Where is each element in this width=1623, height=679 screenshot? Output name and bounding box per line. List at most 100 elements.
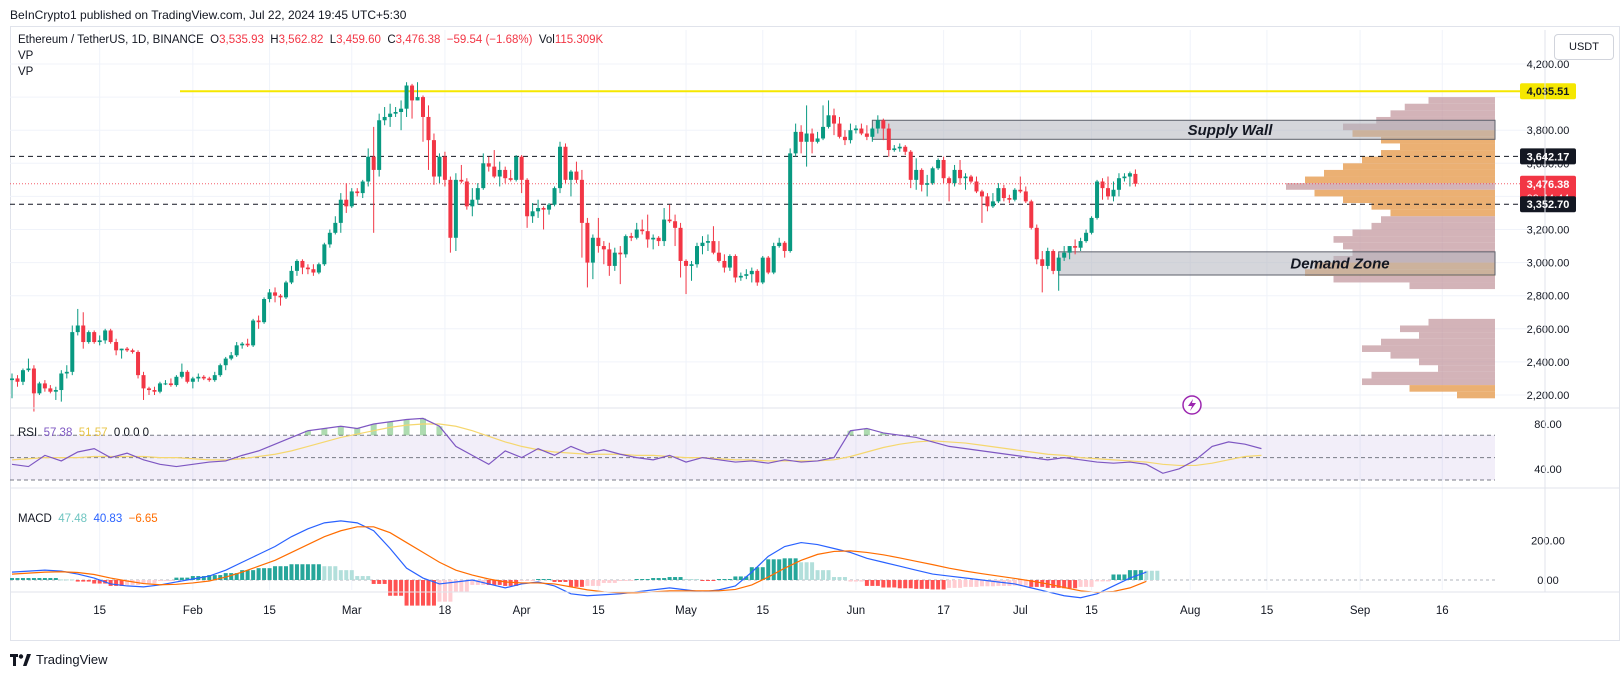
macd-histogram-bar <box>892 580 897 588</box>
macd-histogram-bar <box>311 564 316 580</box>
macd-histogram-bar <box>1144 570 1149 580</box>
rsi-line <box>11 417 1262 474</box>
candle-body <box>1116 178 1121 190</box>
candle-body <box>355 191 360 194</box>
macd-histogram-bar <box>15 578 20 580</box>
rsi-tick-label: 40.00 <box>1534 464 1562 476</box>
candle <box>1062 246 1067 261</box>
candle-body <box>366 156 371 182</box>
candle <box>618 246 623 285</box>
candle-body <box>684 260 689 266</box>
time-tick-label: 15 <box>756 605 769 617</box>
candle <box>837 116 842 139</box>
candle <box>705 234 710 252</box>
macd-histogram-bar <box>842 577 847 580</box>
candle-body <box>119 348 124 351</box>
candle-body <box>744 274 749 276</box>
macd-histogram-bar <box>1051 580 1056 588</box>
macd-histogram-bar <box>645 579 650 581</box>
vp-indicator-label-1[interactable]: VP <box>18 50 34 62</box>
macd-histogram-bar <box>20 578 25 580</box>
candle <box>826 100 831 129</box>
macd-histogram-bar <box>130 580 135 585</box>
volume-profile-row <box>1404 103 1495 111</box>
candle <box>486 156 491 172</box>
price-tag-text: 3,352.70 <box>1527 199 1570 211</box>
candle <box>667 204 672 223</box>
macd-histogram-bar <box>552 580 557 582</box>
candle <box>1078 237 1083 252</box>
candle-body <box>755 270 760 283</box>
candle-body <box>15 378 20 382</box>
macd-histogram-bar <box>201 576 206 580</box>
time-tick-label: Jun <box>847 605 866 617</box>
candle <box>97 335 102 346</box>
candle <box>1018 176 1023 194</box>
candle <box>431 133 436 185</box>
candle <box>119 348 124 359</box>
candle-body <box>958 169 963 179</box>
macd-histogram-bar <box>464 580 469 592</box>
candle-body <box>985 196 990 207</box>
candle-body <box>771 246 776 273</box>
candle-body <box>234 345 239 356</box>
candle <box>103 328 108 344</box>
macd-histogram-bar <box>278 566 283 580</box>
macd-histogram-bar <box>59 579 64 581</box>
price-tag-text: 3,476.38 <box>1527 179 1570 191</box>
candle-body <box>108 330 113 343</box>
candle-body <box>1062 252 1067 258</box>
candle-body <box>612 252 617 266</box>
tradingview-footer[interactable]: TradingView <box>10 652 108 667</box>
macd-histogram-bar <box>996 580 1001 586</box>
candle-body <box>448 179 453 238</box>
macd-histogram-bar <box>147 580 151 584</box>
macd-histogram-bar <box>979 580 984 587</box>
candle <box>503 166 508 184</box>
volume-profile-row <box>1362 378 1495 386</box>
candle <box>475 183 480 205</box>
candle <box>92 330 97 344</box>
currency-button[interactable]: USDT <box>1554 34 1614 60</box>
macd-histogram-bar <box>97 580 102 584</box>
candle-body <box>470 199 475 207</box>
macd-histogram-bar <box>305 564 310 580</box>
candle-body <box>503 169 508 179</box>
candle <box>20 368 25 386</box>
macd-histogram-bar <box>1106 580 1110 582</box>
macd-histogram-bar <box>1034 580 1039 587</box>
candle <box>782 241 787 258</box>
candle-body <box>218 365 223 376</box>
volume-profile-row <box>1333 236 1495 243</box>
price-tag-text: 3,642.17 <box>1527 151 1570 163</box>
candle-body <box>881 120 886 129</box>
candle <box>393 107 398 117</box>
lightning-icon[interactable] <box>1182 395 1202 415</box>
volume-profile-row <box>1352 229 1495 237</box>
candle-body <box>519 156 524 180</box>
price-tag: 3,352.70 <box>1520 196 1576 213</box>
lightning-icon-bolt <box>1188 399 1196 411</box>
rsi-pane <box>10 417 1495 481</box>
candle-body <box>897 146 902 149</box>
candle <box>919 168 924 192</box>
candle <box>125 347 130 352</box>
price-tick-label: 3,200.00 <box>1527 225 1570 237</box>
candle-body <box>974 181 979 192</box>
candle <box>760 255 765 285</box>
macd-histogram-bar <box>963 580 968 587</box>
macd-histogram-bar <box>300 564 305 580</box>
candle-body <box>1111 189 1116 197</box>
candle <box>1040 251 1045 293</box>
candle <box>300 259 305 275</box>
macd-histogram-bar <box>568 580 573 587</box>
candle <box>1084 229 1089 243</box>
supply-wall-label: Supply Wall <box>1188 122 1274 139</box>
candle <box>673 214 678 247</box>
candle <box>464 178 469 210</box>
vp-indicator-label-2[interactable]: VP <box>18 66 34 78</box>
candle <box>371 126 376 233</box>
macd-histogram-bar <box>475 580 480 585</box>
candle-body <box>1023 191 1028 202</box>
